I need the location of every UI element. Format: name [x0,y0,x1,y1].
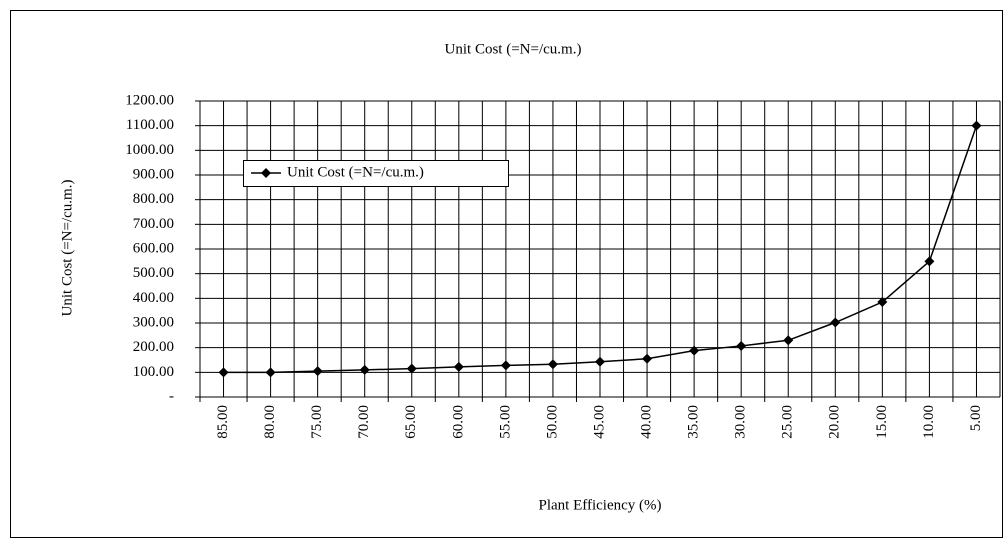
data-point [689,345,700,356]
y-tick-label: 100.00 [133,364,174,380]
y-tick-label: 400.00 [133,290,174,306]
data-point [830,317,841,328]
y-tick-label: 600.00 [133,240,174,256]
y-tick-label: 300.00 [133,314,174,330]
x-tick-label: 15.00 [874,405,890,439]
x-tick-label: 10.00 [921,405,937,439]
x-tick-label: 5.00 [968,405,984,431]
data-point [924,256,935,267]
x-tick-label: 35.00 [686,405,702,439]
data-point [312,366,323,377]
data-point [642,353,653,364]
data-point [265,367,276,378]
y-tick-label: 1000.00 [125,142,174,158]
data-point [783,335,794,346]
y-axis-title: Unit Cost (=N=/cu.m.) [59,180,75,317]
x-tick-label: 20.00 [827,405,843,439]
y-tick-label: - [169,388,174,404]
y-tick-label: 200.00 [133,339,174,355]
y-tick-label: 1200.00 [125,92,174,108]
x-axis-title: Plant Efficiency (%) [538,497,661,513]
data-point [877,297,888,308]
x-tick-label: 80.00 [262,405,278,439]
y-tick-label: 800.00 [133,191,174,207]
data-point [595,356,605,367]
data-point [218,367,229,378]
x-tick-label: 60.00 [450,405,466,439]
data-point [359,364,370,375]
data-point [971,120,982,131]
y-tick-label: 900.00 [133,166,174,182]
data-point [500,360,511,371]
data-point [736,340,747,351]
y-tick-label: 700.00 [133,216,174,232]
x-tick-label: 75.00 [309,405,325,439]
x-tick-label: 50.00 [544,405,560,439]
legend-box [243,160,509,187]
y-tick-label: 500.00 [133,265,174,281]
x-tick-label: 65.00 [403,405,419,439]
x-tick-label: 45.00 [591,405,607,439]
x-tick-label: 30.00 [733,405,749,439]
x-tick-label: 25.00 [780,405,796,439]
data-point [453,361,464,372]
chart-title: Unit Cost (=N=/cu.m.) [445,41,582,57]
data-point [547,359,558,370]
x-tick-label: 85.00 [215,405,231,439]
x-tick-label: 70.00 [356,405,372,439]
legend-marker [261,168,271,178]
data-point [406,363,417,374]
legend-label: Unit Cost (=N=/cu.m.) [287,164,424,180]
x-tick-label: 40.00 [638,405,654,439]
x-tick-label: 55.00 [497,405,513,439]
y-tick-label: 1100.00 [126,117,174,133]
